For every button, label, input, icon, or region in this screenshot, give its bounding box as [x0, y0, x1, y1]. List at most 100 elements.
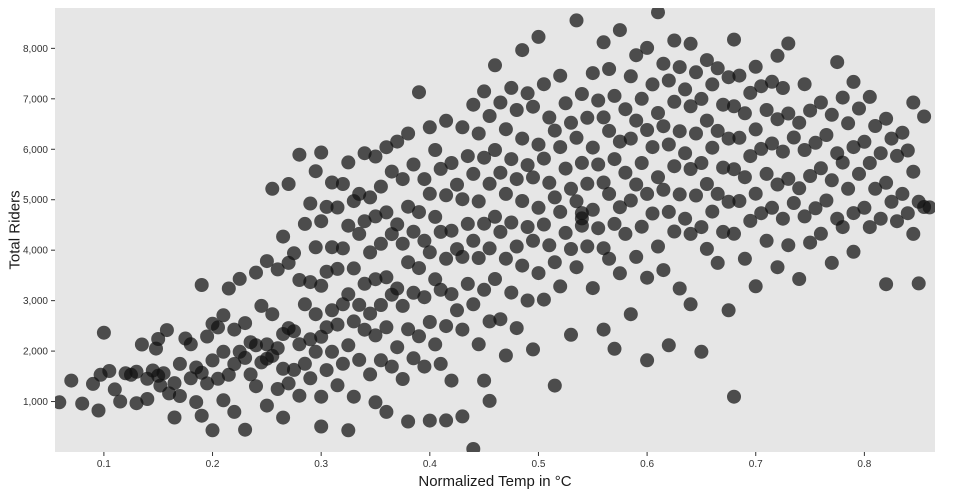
data-point — [536, 77, 551, 92]
data-point — [765, 74, 779, 89]
data-point — [857, 200, 872, 215]
data-point — [276, 410, 291, 425]
data-point — [808, 201, 823, 216]
data-point — [498, 122, 513, 137]
data-point — [591, 93, 606, 108]
data-point — [460, 216, 475, 231]
data-point — [748, 279, 763, 294]
data-point — [699, 113, 714, 128]
data-point — [813, 161, 828, 176]
data-point — [819, 128, 834, 142]
data-point — [824, 107, 839, 122]
data-point — [482, 109, 497, 123]
data-point — [335, 241, 350, 256]
data-point — [428, 337, 443, 352]
data-point — [781, 106, 796, 121]
data-point — [379, 270, 394, 285]
data-point — [330, 261, 345, 276]
data-point — [683, 226, 698, 241]
data-point — [303, 275, 318, 290]
data-point — [433, 161, 448, 176]
data-point — [819, 193, 834, 208]
data-point — [852, 101, 866, 116]
data-point — [520, 220, 535, 234]
data-point — [786, 130, 801, 145]
data-point — [689, 188, 703, 203]
data-point — [542, 238, 557, 253]
data-point — [379, 404, 394, 419]
data-point — [509, 239, 524, 254]
data-point — [585, 66, 600, 81]
data-point — [890, 148, 904, 163]
y-tick-label: 2,000 — [23, 347, 48, 358]
data-point — [194, 278, 209, 292]
data-point — [444, 373, 459, 388]
data-point — [444, 223, 459, 238]
data-point — [216, 308, 231, 323]
data-point — [803, 169, 818, 183]
data-point — [672, 124, 687, 139]
data-point — [96, 325, 111, 340]
x-tick-label: 0.1 — [97, 459, 111, 470]
data-point — [721, 194, 736, 209]
data-point — [922, 200, 935, 215]
data-point — [134, 337, 149, 352]
data-point — [906, 226, 921, 241]
data-point — [759, 233, 774, 248]
data-point — [694, 344, 709, 359]
data-point — [683, 99, 698, 114]
data-point — [216, 393, 231, 408]
data-point — [482, 393, 497, 408]
data-point — [412, 329, 426, 344]
data-point — [623, 69, 638, 84]
data-point — [564, 181, 578, 196]
data-point — [455, 120, 470, 135]
data-point — [471, 337, 486, 352]
data-point — [564, 327, 578, 342]
data-point — [401, 199, 416, 214]
data-point — [884, 131, 899, 146]
data-point — [75, 396, 90, 411]
data-point — [558, 161, 573, 176]
data-point — [526, 233, 540, 248]
data-point — [564, 242, 578, 256]
data-point — [710, 61, 725, 76]
data-point — [352, 352, 367, 367]
data-point — [786, 196, 801, 210]
data-point — [140, 392, 155, 406]
data-point — [477, 373, 492, 388]
data-point — [433, 282, 448, 297]
data-point — [466, 233, 481, 248]
data-point — [216, 344, 231, 359]
data-point — [531, 29, 546, 44]
data-point — [661, 204, 676, 219]
data-point — [797, 209, 812, 224]
data-point — [699, 53, 714, 68]
data-point — [488, 58, 502, 73]
data-point — [640, 123, 655, 137]
x-tick-label: 0.7 — [749, 459, 763, 470]
data-point — [797, 143, 812, 157]
data-point — [781, 36, 796, 51]
data-point — [699, 177, 714, 191]
data-point — [384, 164, 399, 179]
x-tick-label: 0.4 — [423, 459, 437, 470]
data-point — [895, 186, 910, 201]
data-point — [232, 271, 247, 286]
data-point — [645, 206, 660, 221]
data-point — [879, 277, 894, 292]
data-point — [656, 56, 671, 71]
data-point — [308, 307, 323, 322]
data-point — [743, 85, 758, 100]
data-point — [536, 292, 551, 307]
data-point — [406, 157, 421, 172]
data-point — [357, 146, 372, 161]
data-point — [547, 255, 562, 270]
data-point — [488, 209, 502, 224]
data-point — [737, 251, 752, 266]
data-point — [205, 353, 220, 368]
data-point — [504, 152, 519, 167]
data-point — [564, 115, 578, 130]
data-point — [754, 141, 769, 156]
data-point — [661, 73, 676, 88]
